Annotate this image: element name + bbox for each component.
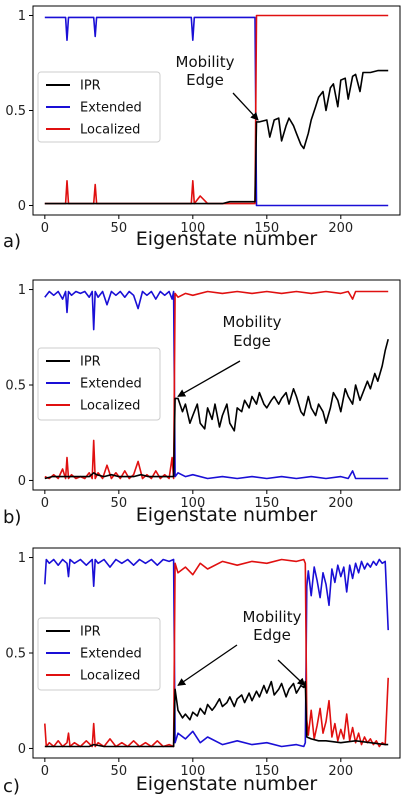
series-line-extended [44, 558, 389, 748]
y-tick-label: 0 [18, 199, 26, 214]
y-tick-label: 1 [18, 283, 26, 298]
series-line-localized [44, 290, 389, 480]
x-tick-label: 100 [180, 221, 205, 236]
x-tick-label: 150 [254, 764, 279, 779]
y-tick-label: 0 [18, 474, 26, 489]
x-tick-label: 100 [180, 496, 205, 511]
annotation-text: Mobility [223, 313, 282, 331]
x-tick-label: 150 [254, 496, 279, 511]
annotation-text: Edge [233, 332, 271, 350]
y-tick-label: 0.5 [5, 104, 26, 119]
panel-label: b) [3, 507, 21, 528]
x-axis-label: Eigenstate number [136, 504, 318, 526]
x-tick-label: 50 [111, 496, 128, 511]
series-line-ipr [44, 338, 389, 480]
legend-box [37, 617, 161, 691]
x-tick-label: 100 [180, 764, 205, 779]
legend: IPR Extended Localized [37, 347, 161, 421]
legend-label-extended: Extended [80, 647, 142, 662]
annotation-arrow [177, 644, 238, 686]
x-tick-label: 0 [41, 221, 49, 236]
legend-label-ipr: IPR [80, 355, 101, 370]
x-tick-label: 200 [328, 496, 353, 511]
x-tick-label: 0 [41, 496, 49, 511]
annotation-text: Edge [186, 71, 224, 89]
y-tick-label: 0.5 [5, 379, 26, 394]
legend: IPR Extended Localized [37, 617, 161, 691]
panel-label: a) [3, 231, 21, 252]
x-axis-label: Eigenstate number [136, 773, 318, 795]
annotation-arrow [177, 360, 241, 397]
panel-label: c) [3, 776, 20, 797]
legend-label-ipr: IPR [80, 79, 101, 94]
series-line-extended [44, 16, 389, 207]
annotation-arrow [232, 92, 259, 121]
x-tick-label: 150 [254, 221, 279, 236]
annotation-text: Edge [253, 626, 291, 644]
x-tick-label: 0 [41, 764, 49, 779]
y-tick-label: 1 [18, 551, 26, 566]
legend-label-localized: Localized [80, 123, 140, 138]
series-line-ipr [44, 69, 389, 205]
legend-box [37, 71, 161, 143]
series-line-extended [44, 290, 389, 480]
x-tick-label: 50 [111, 221, 128, 236]
x-tick-label: 50 [111, 764, 128, 779]
x-axis-label: Eigenstate number [136, 228, 318, 250]
legend-label-extended: Extended [80, 377, 142, 392]
chart-panel-3: 0 50 100 150 200 0 0.5 1 Eigenstate number c) IPR E… [3, 547, 401, 797]
legend-box [37, 347, 161, 421]
y-tick-label: 1 [18, 9, 26, 24]
legend-label-localized: Localized [80, 669, 140, 684]
y-tick-label: 0.5 [5, 647, 26, 662]
chart-panel-2: 0 50 100 150 200 0 0.5 1 Eigenstate number b) IPR E… [3, 279, 401, 528]
y-tick-label: 0 [18, 742, 26, 757]
chart-panel-1: 0 50 100 150 200 0 0.5 1 Eigenstate number a) IPR E… [3, 5, 401, 252]
legend: IPR Extended Localized [37, 71, 161, 143]
x-tick-label: 200 [328, 221, 353, 236]
legend-label-ipr: IPR [80, 625, 101, 640]
annotation-arrow [277, 659, 306, 687]
annotation-text: Mobility [243, 608, 302, 626]
legend-label-localized: Localized [80, 399, 140, 414]
legend-label-extended: Extended [80, 101, 142, 116]
x-tick-label: 200 [328, 764, 353, 779]
annotation-text: Mobility [176, 53, 235, 71]
